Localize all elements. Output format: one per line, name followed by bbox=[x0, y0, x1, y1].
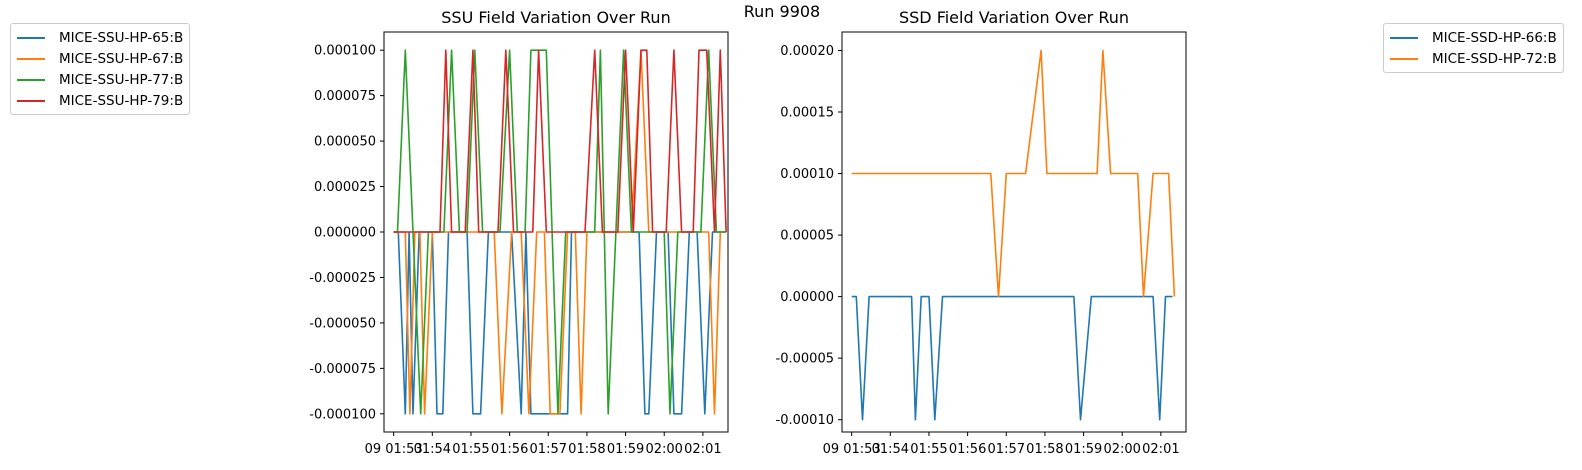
series-line bbox=[851, 49, 1176, 298]
y-tick-label: 0.00020 bbox=[780, 44, 834, 59]
figure-title: Run 9908 bbox=[743, 2, 821, 21]
legend-swatch bbox=[17, 36, 45, 39]
x-tick-label: 01:54 bbox=[414, 442, 451, 457]
y-tick-label: 0.000075 bbox=[314, 89, 376, 104]
legend-swatch bbox=[17, 78, 45, 81]
y-tick-label: 0.000000 bbox=[314, 226, 376, 241]
ssd-legend: MICE-SSD-HP-66:B MICE-SSD-HP-72:B bbox=[1383, 23, 1564, 73]
legend-swatch bbox=[1390, 36, 1418, 39]
y-tick-label: -0.000050 bbox=[309, 316, 376, 331]
y-tick-label: -0.00010 bbox=[776, 413, 834, 428]
legend-entry: MICE-SSD-HP-66:B bbox=[1390, 27, 1557, 48]
x-tick-label: 01:58 bbox=[568, 442, 605, 457]
legend-label: MICE-SSU-HP-65:B bbox=[59, 29, 184, 46]
y-tick-label: 0.00010 bbox=[780, 167, 834, 182]
x-tick-label: 01:55 bbox=[452, 442, 489, 457]
series-line bbox=[393, 49, 727, 233]
x-tick-label: 02:01 bbox=[1142, 442, 1179, 457]
legend-label: MICE-SSU-HP-67:B bbox=[59, 50, 184, 67]
legend-label: MICE-SSU-HP-77:B bbox=[59, 71, 184, 88]
legend-swatch bbox=[17, 99, 45, 102]
y-tick-label: 0.000100 bbox=[314, 44, 376, 59]
y-tick-label: 0.00000 bbox=[780, 290, 834, 305]
ssu-legend: MICE-SSU-HP-65:B MICE-SSU-HP-67:B MICE-S… bbox=[10, 23, 191, 115]
series-line bbox=[851, 295, 1173, 421]
x-tick-label: 09 01:53 bbox=[823, 442, 881, 457]
x-tick-label: 01:58 bbox=[1026, 442, 1063, 457]
legend-label: MICE-SSD-HP-66:B bbox=[1432, 29, 1557, 46]
legend-entry: MICE-SSU-HP-79:B bbox=[17, 90, 183, 111]
x-tick-label: 02:00 bbox=[645, 442, 682, 457]
y-tick-label: -0.000100 bbox=[309, 407, 376, 422]
series-line bbox=[393, 49, 727, 415]
y-tick-label: 0.00015 bbox=[780, 106, 834, 121]
y-tick-label: 0.000050 bbox=[314, 135, 376, 150]
x-tick-label: 09 01:53 bbox=[365, 442, 423, 457]
y-tick-label: -0.000075 bbox=[309, 362, 376, 377]
y-tick-label: -0.00005 bbox=[776, 352, 834, 367]
chart-title: SSD Field Variation Over Run bbox=[899, 8, 1129, 27]
legend-entry: MICE-SSU-HP-77:B bbox=[17, 69, 183, 90]
legend-label: MICE-SSD-HP-72:B bbox=[1432, 50, 1557, 67]
x-tick-label: 02:00 bbox=[1103, 442, 1140, 457]
legend-entry: MICE-SSU-HP-67:B bbox=[17, 48, 183, 69]
x-tick-label: 01:56 bbox=[491, 442, 528, 457]
x-tick-label: 01:59 bbox=[1065, 442, 1102, 457]
y-tick-label: -0.000025 bbox=[309, 271, 376, 286]
x-tick-label: 01:54 bbox=[872, 442, 909, 457]
legend-label: MICE-SSU-HP-79:B bbox=[59, 92, 184, 109]
ssd-field-chart: SSD Field Variation Over Run 0.00020 0.000… bbox=[776, 8, 1187, 457]
x-tick-label: 01:57 bbox=[988, 442, 1025, 457]
x-tick-label: 01:57 bbox=[530, 442, 567, 457]
legend-entry: MICE-SSD-HP-72:B bbox=[1390, 48, 1557, 69]
y-tick-label: 0.00005 bbox=[780, 229, 834, 244]
x-tick-label: 01:59 bbox=[607, 442, 644, 457]
plot-frame bbox=[841, 31, 1187, 433]
chart-title: SSU Field Variation Over Run bbox=[441, 8, 670, 27]
x-tick-label: 02:01 bbox=[684, 442, 721, 457]
legend-entry: MICE-SSU-HP-65:B bbox=[17, 27, 183, 48]
x-tick-label: 01:55 bbox=[910, 442, 947, 457]
ssu-field-chart: SSU Field Variation Over Run 0.000100 0.00… bbox=[309, 8, 729, 457]
legend-swatch bbox=[1390, 57, 1418, 60]
legend-swatch bbox=[17, 57, 45, 60]
x-tick-label: 01:56 bbox=[949, 442, 986, 457]
y-tick-label: 0.000025 bbox=[314, 180, 376, 195]
